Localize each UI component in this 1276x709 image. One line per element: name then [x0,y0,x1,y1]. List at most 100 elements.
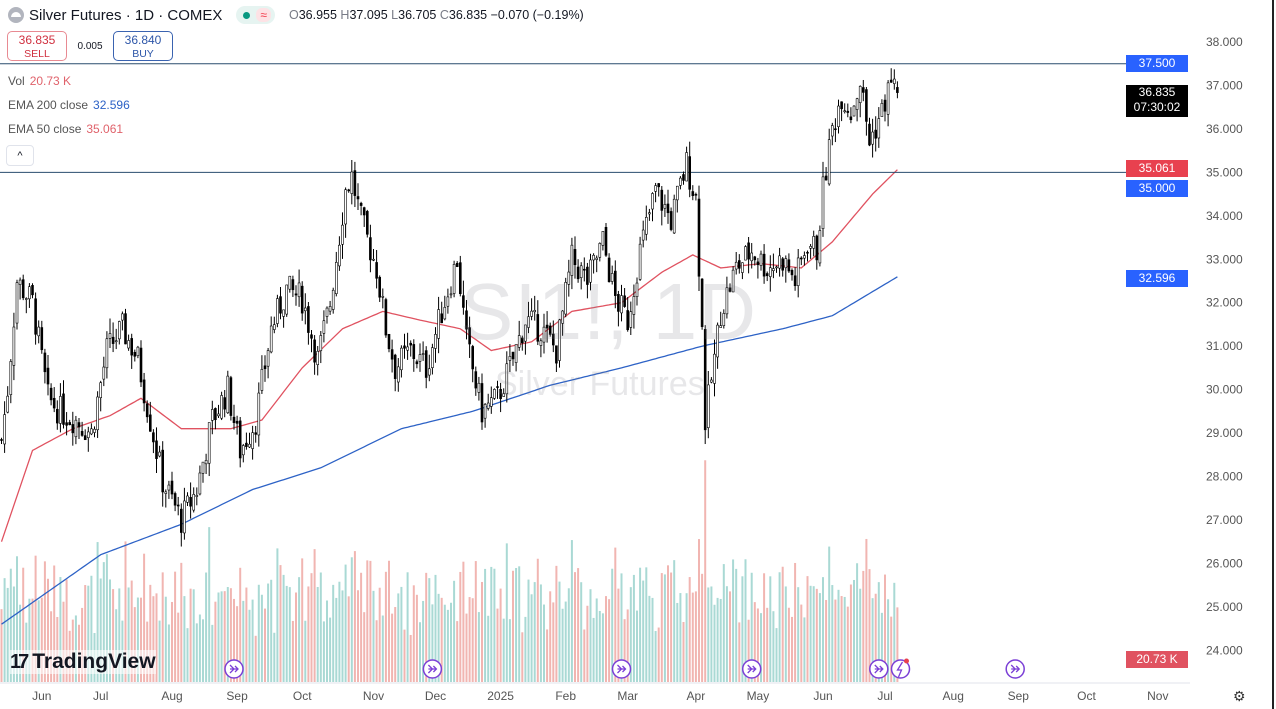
candle-up [713,353,716,384]
candle-down [868,123,871,146]
volume-bar [750,572,753,682]
candle-up [226,375,230,414]
buy-button[interactable]: 36.840 BUY [113,31,173,61]
event-markers[interactable] [224,658,1025,679]
market-status[interactable]: ≈ [236,6,275,24]
candle-up [598,243,602,258]
price-axis[interactable] [1190,0,1276,709]
candle-down [545,324,549,329]
candle-down [347,189,351,192]
horizontal-levels[interactable] [0,63,1126,173]
candle-up [59,396,62,424]
volume-bar [158,620,161,682]
candle-up [778,255,781,269]
volume-bar [220,591,223,682]
volume-bar [536,558,539,682]
candle-up [716,324,719,358]
symbol-title[interactable]: Silver Futures · 1D · COMEX [29,6,223,24]
candle-down [111,336,115,344]
volume-bar [620,573,623,682]
volume-bar [329,617,332,682]
volume-bar [589,589,592,682]
candle-up [827,139,831,185]
candle-down [781,258,785,271]
candle-up [818,230,822,264]
event-arrow [617,664,627,674]
sell-button[interactable]: 36.835 SELL [7,31,67,61]
candle-up [381,295,385,298]
volume-bar [434,574,437,682]
candle-up [564,282,568,315]
candle-up [741,262,744,273]
volume-bar [515,567,518,682]
candle-up [24,298,28,300]
candles [0,68,899,547]
price-tick-label: 28.000 [1206,470,1243,484]
volume-bar [877,582,880,682]
volume-bar [53,565,56,682]
candle-down [80,431,84,436]
volume-bar [313,549,316,682]
candle-down [511,351,515,360]
candle-down [551,333,555,346]
volume-bar [195,623,198,682]
candle-down [55,408,59,424]
candle-up [768,267,772,277]
volume-bar [598,610,601,682]
time-tick-label: Sep [1008,689,1030,703]
volume-bar [344,564,347,682]
volume-bar [577,568,580,682]
volume-bar [518,566,521,682]
volume-bar [270,579,273,682]
volume-bar [412,585,415,682]
indicator-ema200[interactable]: EMA 200 close 32.596 [8,98,130,112]
volume-bar [654,631,657,682]
volume-bar [353,551,356,682]
high-value: 37.095 [349,8,388,22]
candle-down [657,183,661,188]
volume-bar [369,560,372,682]
volume-bar [338,581,341,682]
candle-up [579,265,583,278]
candle-up [620,295,623,314]
candle-down [762,253,766,277]
volume-bar [722,564,725,682]
volume-bar [595,598,598,682]
volume-bar [741,576,744,682]
candle-up [446,296,450,307]
candle-down [133,351,137,357]
volume-bar [443,604,446,682]
candle-down [43,352,47,373]
volume-bar [90,575,93,682]
candle-down [889,79,893,83]
price-tick-label: 31.000 [1206,339,1243,353]
settings-icon[interactable]: ⚙ [1233,688,1246,704]
volume-bar [279,565,282,682]
volume-bar [440,597,443,682]
candle-up [449,293,453,296]
candle-up [502,393,506,397]
tradingview-logo[interactable]: 17 TradingView [10,650,156,674]
candle-up [344,189,347,225]
candle-up [759,253,763,266]
candle-up [651,193,654,210]
volume-bar [245,587,248,682]
volume-bar [257,584,260,682]
price-tick-label: 38.000 [1206,35,1243,49]
volume-bar [28,598,31,682]
volume-bar [822,577,824,682]
price-tick-label: 27.000 [1206,513,1243,527]
volume-bar [341,590,344,682]
indicator-ema50[interactable]: EMA 50 close 35.061 [8,122,123,136]
spread-value: 0.005 [77,40,103,52]
collapse-legend-button[interactable]: ^ [6,145,34,166]
volume-bar [428,578,431,682]
volume-bar [400,586,403,682]
indicator-volume[interactable]: Vol 20.73 K [8,74,71,88]
volume-bar [676,602,679,682]
candle-up [331,289,335,310]
volume-bar [772,611,775,682]
candle-up [28,286,31,300]
candle-down [607,257,611,283]
